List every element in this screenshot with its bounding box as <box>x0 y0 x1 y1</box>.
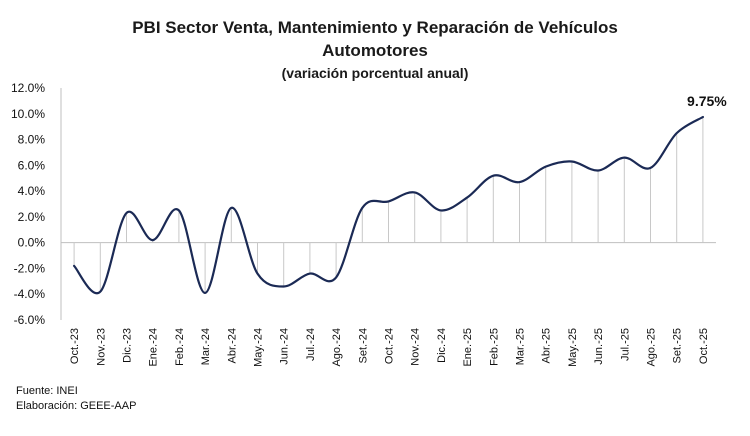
x-tick-label: Dic.-24 <box>436 328 448 363</box>
x-tick-label: Jul.-25 <box>619 328 631 361</box>
x-tick-label: Feb.-24 <box>174 328 186 366</box>
x-tick-label: Feb.-25 <box>488 328 500 366</box>
y-tick-label: 10.0% <box>11 107 45 121</box>
y-tick-label: 4.0% <box>18 184 46 198</box>
x-tick-label: Jul.-24 <box>305 328 317 361</box>
y-tick-label: 0.0% <box>18 236 46 250</box>
source-note: Fuente: INEI <box>16 385 78 397</box>
x-tick-label: Set.-25 <box>672 328 684 363</box>
x-tick-label: Oct.-25 <box>698 328 710 364</box>
x-tick-label: Set.-24 <box>357 328 369 363</box>
chart-title-block: PBI Sector Venta, Mantenimiento y Repara… <box>0 16 750 83</box>
x-tick-label: Nov.-23 <box>95 328 107 366</box>
x-tick-label: Ene.-25 <box>462 328 474 367</box>
x-tick-label: Mar.-24 <box>200 328 212 365</box>
x-tick-label: Jun.-25 <box>593 328 605 365</box>
elaboration-note: Elaboración: GEEE-AAP <box>16 400 137 412</box>
chart-title-line-2: Automotores <box>322 41 428 60</box>
y-tick-label: 12.0% <box>11 81 45 95</box>
chart-title-line-1: PBI Sector Venta, Mantenimiento y Repara… <box>132 18 618 37</box>
x-tick-label: Oct.-23 <box>69 328 81 364</box>
y-tick-label: -2.0% <box>14 261 46 275</box>
y-tick-label: -4.0% <box>14 287 46 301</box>
last-value-label: 9.75% <box>687 93 727 109</box>
x-tick-label: Ago.-25 <box>646 328 658 367</box>
series-line <box>73 115 704 295</box>
x-tick-label: Abr.-25 <box>541 328 553 363</box>
x-tick-label: Ago.-24 <box>331 328 343 367</box>
x-tick-label: Abr.-24 <box>226 328 238 363</box>
chart-subtitle: (variación porcentual anual) <box>281 65 469 81</box>
footer: Fuente: INEI Elaboración: GEEE-AAP <box>16 384 136 414</box>
x-tick-label: May.-25 <box>567 328 579 367</box>
y-tick-label: 6.0% <box>18 158 46 172</box>
x-tick-label: May.-24 <box>253 328 265 367</box>
y-tick-label: 2.0% <box>18 210 46 224</box>
y-tick-label: 8.0% <box>18 133 46 147</box>
x-tick-label: Jun.-24 <box>279 328 291 365</box>
x-tick-label: Nov.-24 <box>410 328 422 366</box>
x-tick-label: Mar.-25 <box>515 328 527 365</box>
x-tick-label: Ene.-24 <box>148 328 160 367</box>
y-tick-label: -6.0% <box>14 313 46 327</box>
x-tick-label: Dic.-23 <box>122 328 134 363</box>
x-tick-label: Oct.-24 <box>384 328 396 364</box>
